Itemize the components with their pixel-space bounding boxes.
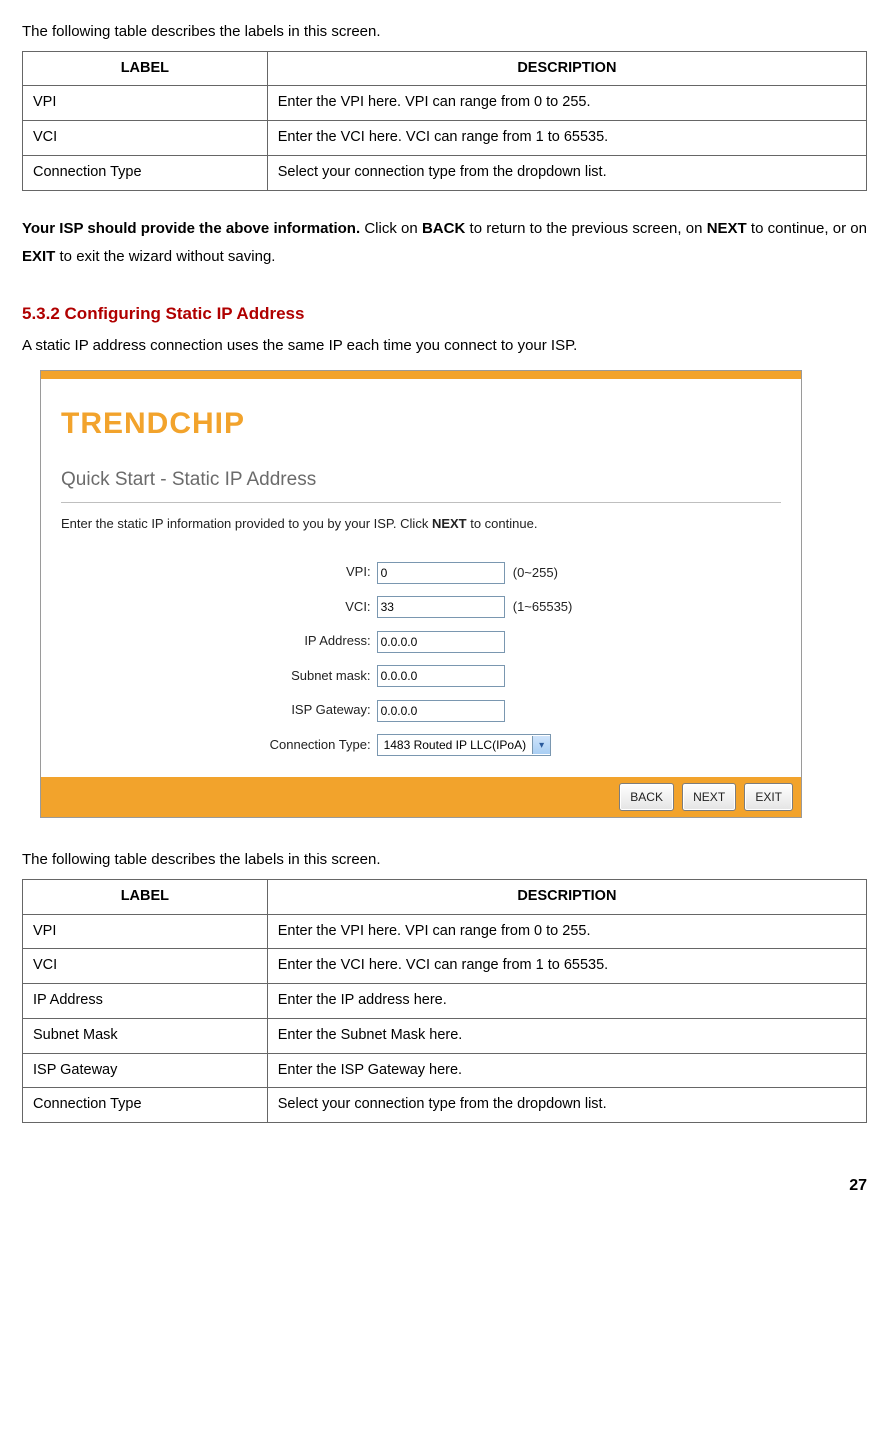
panel-divider: [61, 502, 781, 503]
panel-instructions: Enter the static IP information provided…: [61, 515, 781, 533]
table1: LABEL DESCRIPTION VPI Enter the VPI here…: [22, 51, 867, 191]
table2: LABEL DESCRIPTION VPI Enter the VPI here…: [22, 879, 867, 1123]
table-row: IP Address Enter the IP address here.: [23, 984, 867, 1019]
cell-label: VPI: [23, 914, 268, 949]
instr-next-bold: NEXT: [432, 516, 467, 531]
cell-desc: Enter the IP address here.: [267, 984, 866, 1019]
cell-desc: Enter the VCI here. VCI can range from 1…: [267, 121, 866, 156]
exit-button[interactable]: EXIT: [744, 783, 793, 812]
cell-label: Connection Type: [23, 1088, 268, 1123]
gw-label: ISP Gateway:: [270, 694, 377, 729]
brand-logo: TRENDCHIP: [61, 395, 781, 452]
table-row: Connection Type Select your connection t…: [23, 1088, 867, 1123]
instr-pre: Enter the static IP information provided…: [61, 516, 432, 531]
ct-label: Connection Type:: [270, 728, 377, 763]
chevron-down-icon: ▾: [532, 736, 550, 754]
page-number: 27: [22, 1171, 867, 1201]
panel-body: TRENDCHIP Quick Start - Static IP Addres…: [41, 379, 801, 776]
cell-desc: Select your connection type from the dro…: [267, 155, 866, 190]
table1-h-desc: DESCRIPTION: [267, 51, 866, 86]
table2-h-desc: DESCRIPTION: [267, 879, 866, 914]
table-row: Connection Type Select your connection t…: [23, 155, 867, 190]
table1-h-label: LABEL: [23, 51, 268, 86]
table-row: VCI Enter the VCI here. VCI can range fr…: [23, 949, 867, 984]
table-row: VCI Enter the VCI here. VCI can range fr…: [23, 121, 867, 156]
section-heading: 5.3.2 Configuring Static IP Address: [22, 298, 867, 330]
panel-title: Quick Start - Static IP Address: [61, 462, 781, 498]
table1-intro: The following table describes the labels…: [22, 18, 867, 47]
table-header-row: LABEL DESCRIPTION: [23, 51, 867, 86]
cell-desc: Enter the Subnet Mask here.: [267, 1018, 866, 1053]
cell-label: VCI: [23, 949, 268, 984]
ct-select[interactable]: 1483 Routed IP LLC(IPoA) ▾: [377, 734, 552, 756]
table-header-row: LABEL DESCRIPTION: [23, 879, 867, 914]
form: VPI: (0~255) VCI: (1~65535) IP Address:: [270, 556, 573, 763]
isp-note-exit: EXIT: [22, 248, 55, 265]
vpi-input[interactable]: [377, 562, 505, 584]
vci-input[interactable]: [377, 596, 505, 618]
panel-footer: BACK NEXT EXIT: [41, 777, 801, 818]
isp-note-back: BACK: [422, 220, 465, 237]
table2-intro: The following table describes the labels…: [22, 846, 867, 875]
isp-note: Your ISP should provide the above inform…: [22, 215, 867, 272]
cell-desc: Enter the VPI here. VPI can range from 0…: [267, 914, 866, 949]
cell-label: VPI: [23, 86, 268, 121]
mask-label: Subnet mask:: [270, 659, 377, 694]
cell-label: IP Address: [23, 984, 268, 1019]
config-panel: TRENDCHIP Quick Start - Static IP Addres…: [40, 370, 802, 818]
next-button[interactable]: NEXT: [682, 783, 736, 812]
cell-label: Connection Type: [23, 155, 268, 190]
isp-note-t2: to return to the previous screen, on: [465, 220, 706, 237]
back-button[interactable]: BACK: [619, 783, 674, 812]
vpi-hint: (0~255): [513, 565, 558, 580]
cell-desc: Enter the VPI here. VPI can range from 0…: [267, 86, 866, 121]
isp-note-t4: to exit the wizard without saving.: [55, 248, 275, 265]
vci-label: VCI:: [270, 590, 377, 625]
ip-input[interactable]: [377, 631, 505, 653]
table-row: VPI Enter the VPI here. VPI can range fr…: [23, 914, 867, 949]
isp-note-next: NEXT: [707, 220, 747, 237]
vpi-label: VPI:: [270, 556, 377, 591]
table-row: VPI Enter the VPI here. VPI can range fr…: [23, 86, 867, 121]
table-row: Subnet Mask Enter the Subnet Mask here.: [23, 1018, 867, 1053]
table-row: ISP Gateway Enter the ISP Gateway here.: [23, 1053, 867, 1088]
vci-hint: (1~65535): [513, 599, 573, 614]
table2-h-label: LABEL: [23, 879, 268, 914]
ip-label: IP Address:: [270, 625, 377, 660]
instr-post: to continue.: [467, 516, 538, 531]
gw-input[interactable]: [377, 700, 505, 722]
isp-note-lead: Your ISP should provide the above inform…: [22, 220, 360, 237]
cell-desc: Enter the ISP Gateway here.: [267, 1053, 866, 1088]
cell-label: ISP Gateway: [23, 1053, 268, 1088]
cell-label: VCI: [23, 121, 268, 156]
isp-note-t1: Click on: [360, 220, 422, 237]
cell-desc: Enter the VCI here. VCI can range from 1…: [267, 949, 866, 984]
static-desc: A static IP address connection uses the …: [22, 332, 867, 361]
panel-topbar: [41, 371, 801, 379]
ct-select-value: 1483 Routed IP LLC(IPoA): [378, 734, 533, 757]
cell-desc: Select your connection type from the dro…: [267, 1088, 866, 1123]
isp-note-t3: to continue, or on: [747, 220, 867, 237]
cell-label: Subnet Mask: [23, 1018, 268, 1053]
mask-input[interactable]: [377, 665, 505, 687]
